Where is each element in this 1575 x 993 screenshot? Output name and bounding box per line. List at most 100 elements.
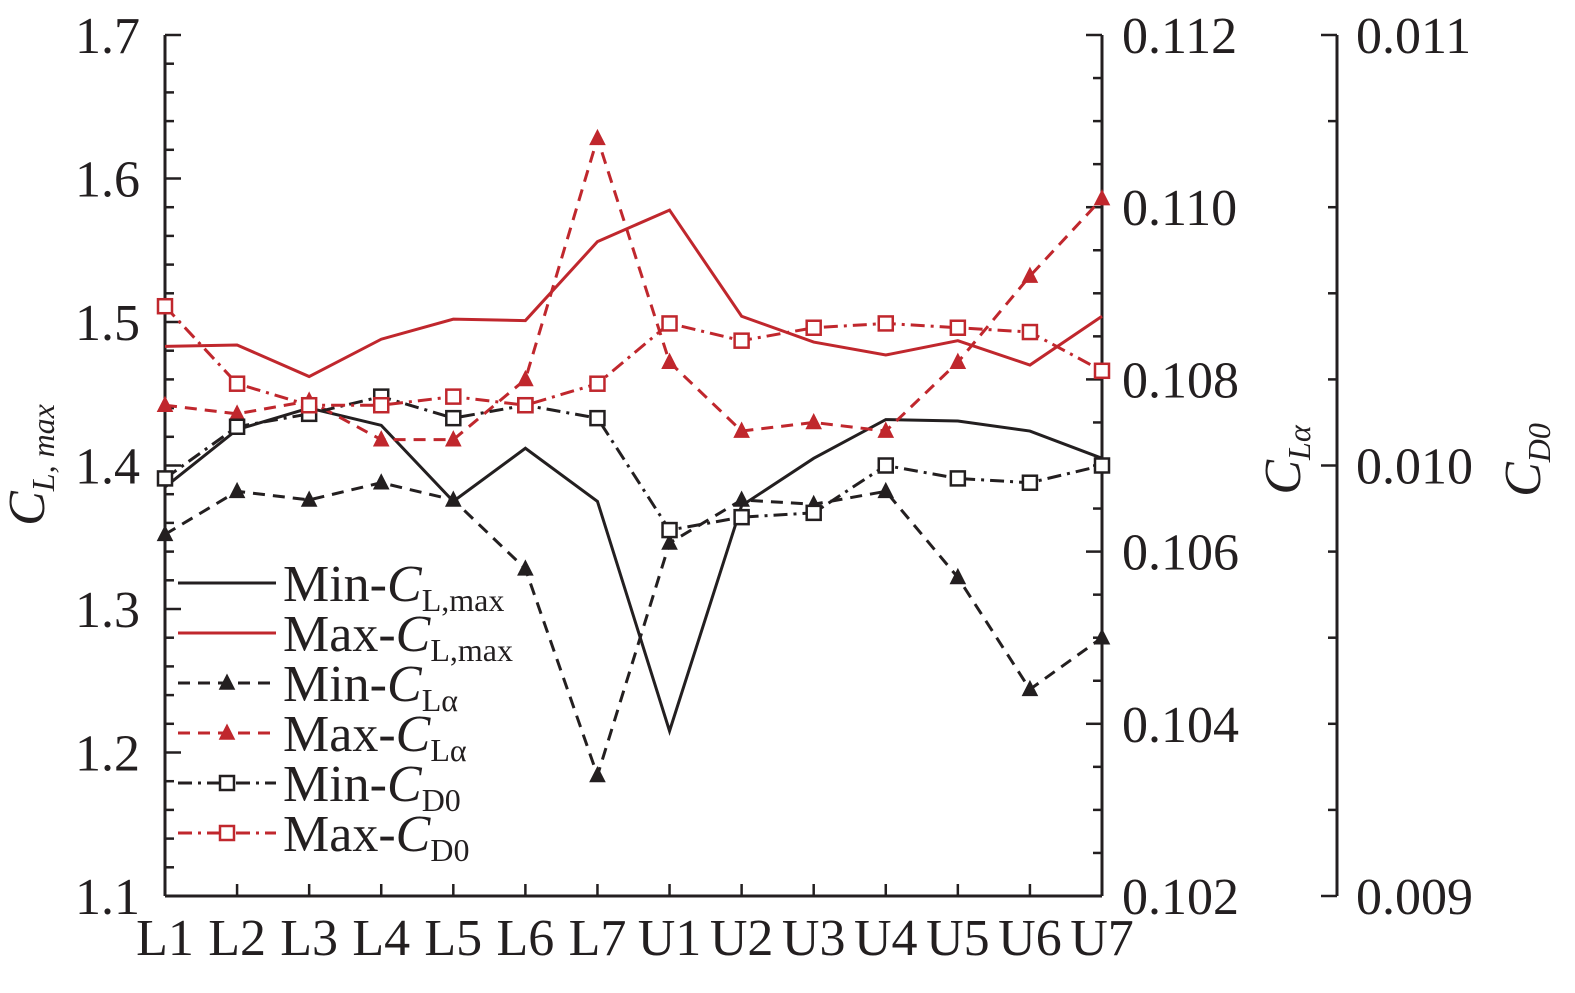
data-point [661,352,678,369]
second-right-tick-label: 0.011 [1356,8,1471,65]
second-right-tick-label: 0.010 [1356,439,1473,496]
legend-label: Min-CLα [283,656,458,718]
series-line [164,395,1103,532]
data-point [1021,679,1039,697]
data-point [589,375,606,392]
left-tick-label: 1.2 [75,726,140,783]
legend-item: Min-CL,max [178,556,504,618]
x-tick-label: L5 [424,910,482,967]
data-point [877,421,895,438]
series-line [164,481,1103,781]
data-point [661,315,678,332]
legend-item: Min-CLα [178,656,458,718]
data-point [661,521,678,539]
data-point [372,473,390,490]
series-group [156,128,1111,783]
data-point [949,319,967,336]
data-point [1093,628,1111,645]
legend-swatch-marker [218,824,236,842]
data-point [300,396,318,414]
data-point [877,315,895,332]
data-point [156,297,174,315]
data-point [1093,189,1111,206]
legend-item: Min-CD0 [178,756,461,818]
data-point [733,421,750,438]
left-tick-label: 1.5 [75,295,140,352]
x-tick-label: L1 [136,910,194,967]
legend-item: Max-CL,max [178,606,513,668]
data-point [444,430,462,447]
right-tick-label: 0.102 [1122,869,1239,926]
x-tick-label: U1 [638,910,702,967]
series-1 [164,208,1103,379]
data-point [805,412,823,430]
left-tick-label: 1.3 [75,582,140,639]
x-tick-label: U6 [998,910,1062,967]
x-tick-label: L4 [352,910,410,967]
data-point [156,395,174,413]
right-tick-label: 0.112 [1122,8,1237,65]
series-3 [156,128,1111,447]
x-tick-label: L7 [569,910,627,967]
legend-label: Max-CD0 [283,806,469,868]
legend-item: Max-CD0 [178,806,469,868]
data-point [877,481,895,499]
axes-group: L1 L2 L3 L4 L5 L6 L7 U1 U2 U3 U4 U5 U6 U7 1.1 1.2 1.3 1.4… [0,8,1557,967]
legend-swatch-marker [218,673,236,690]
data-point [1021,266,1039,283]
data-point [156,524,174,542]
legend-swatch-marker [218,774,236,792]
legend-swatch-marker [218,723,236,740]
data-point [805,504,822,522]
data-point [445,388,462,405]
second-right-tick-label: 0.009 [1356,869,1473,926]
right-axis-title: CLα [1255,424,1317,494]
data-point [805,319,822,336]
data-point [877,457,895,474]
data-point [589,409,606,427]
data-point [372,430,390,447]
data-point [949,470,967,487]
data-point [949,567,967,585]
legend: Min-CL,maxMax-CL,maxMin-CLαMax-CLαMin-CD… [178,556,513,868]
legend-label: Min-CD0 [283,756,461,818]
series-2 [156,473,1111,783]
x-tick-label: L6 [497,910,555,967]
data-point [228,375,246,392]
data-point [517,369,534,387]
series-line [163,305,1103,407]
left-tick-label: 1.1 [75,869,140,926]
second-right-axis-title: CD0 [1495,423,1557,497]
data-point [949,352,967,369]
x-tick-label: L3 [280,910,338,967]
x-tick-label: U4 [854,910,918,967]
data-point [1093,457,1111,474]
data-point [733,490,750,507]
x-tick-label: U2 [710,910,774,967]
series-line [164,208,1103,379]
data-point [445,409,462,427]
left-tick-label: 1.7 [75,8,140,65]
left-tick-label: 1.4 [75,439,140,496]
data-point [1021,323,1039,341]
left-axis-title: CL, max [0,404,61,526]
data-point [661,533,678,550]
data-point [589,128,606,146]
legend-label: Max-CLα [283,706,467,768]
data-point [228,418,246,436]
data-point [228,481,246,499]
data-point [733,508,750,526]
right-tick-label: 0.104 [1122,697,1239,754]
x-tick-label: U5 [926,910,990,967]
left-tick-label: 1.6 [75,152,140,209]
right-tick-label: 0.106 [1122,525,1239,582]
data-point [517,559,534,576]
right-tick-label: 0.108 [1122,352,1239,409]
legend-item: Max-CLα [178,706,467,768]
data-point [1093,362,1111,380]
data-point [589,765,606,783]
data-point [372,396,390,414]
legend-label: Min-CL,max [283,556,504,618]
legend-label: Max-CL,max [283,606,513,668]
